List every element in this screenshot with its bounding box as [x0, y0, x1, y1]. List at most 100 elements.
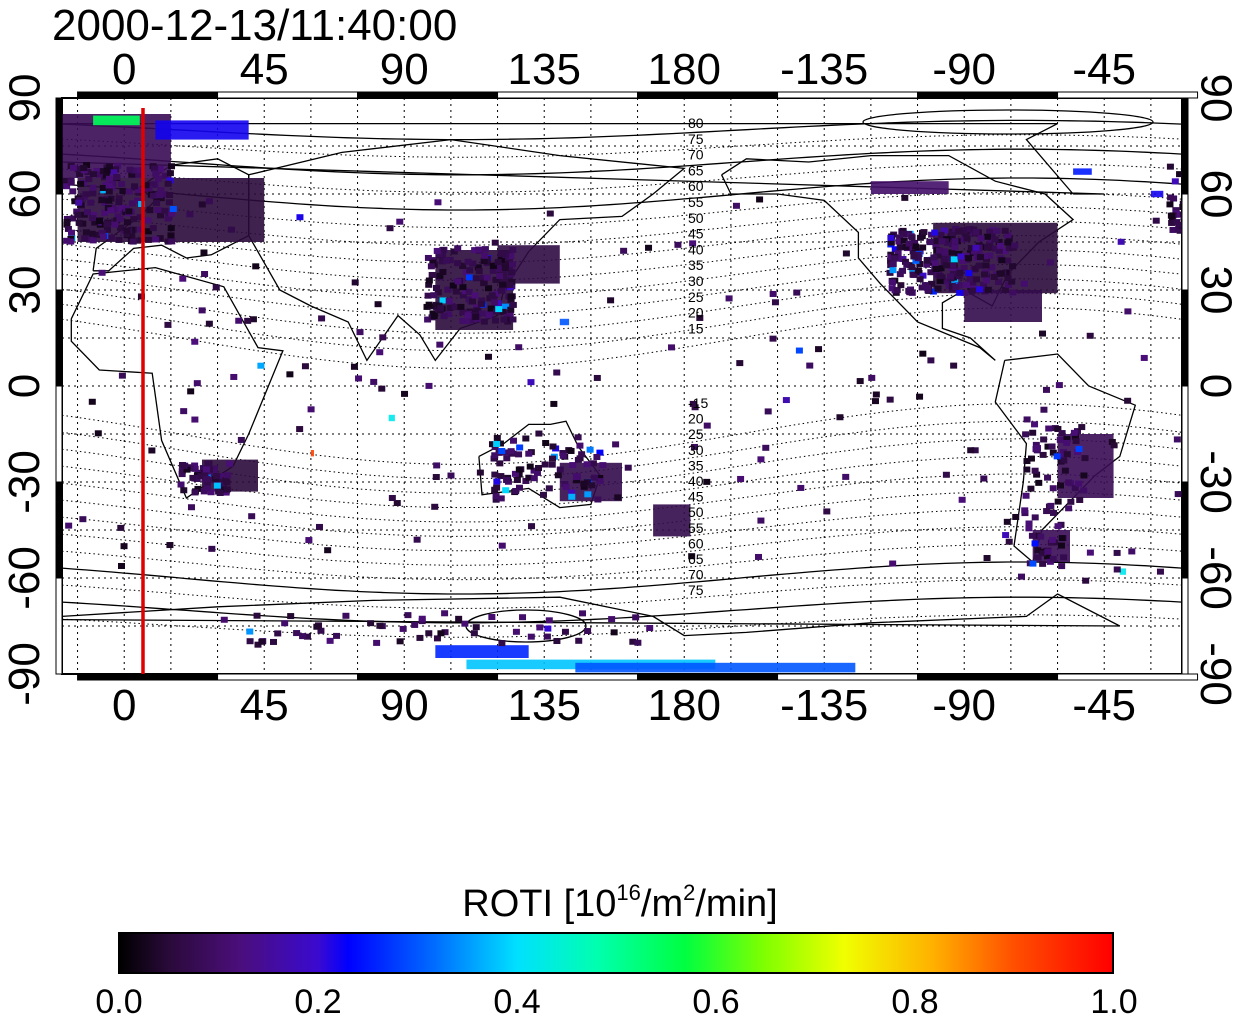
roti-cell	[527, 379, 535, 386]
roti-cell	[1049, 485, 1057, 492]
roti-cell	[868, 374, 876, 381]
roti-cell	[956, 289, 964, 296]
roti-cell	[472, 275, 480, 282]
roti-cell	[197, 473, 205, 480]
roti-cell	[526, 463, 534, 470]
roti-cell	[1078, 424, 1086, 431]
roti-cell	[548, 461, 556, 468]
roti-cell	[430, 313, 438, 320]
roti-cell	[425, 301, 433, 308]
roti-cell	[574, 434, 582, 441]
roti-cell	[494, 259, 502, 266]
roti-cell	[982, 277, 990, 284]
roti-cell	[367, 620, 375, 627]
roti-cell	[1033, 471, 1041, 478]
roti-cell	[991, 236, 999, 243]
roti-cell	[509, 316, 517, 323]
roti-cell	[757, 517, 765, 524]
right-axis-bar	[1181, 97, 1189, 195]
roti-cell	[515, 484, 523, 491]
roti-cell	[1031, 540, 1039, 547]
roti-cell	[187, 388, 195, 395]
roti-cell	[376, 622, 384, 629]
roti-cell	[99, 168, 107, 175]
roti-cell	[1168, 219, 1176, 226]
roti-cell	[900, 231, 908, 238]
roti-cell	[1086, 332, 1094, 339]
roti-cell	[95, 217, 103, 224]
roti-cell	[424, 292, 432, 299]
roti-cell	[79, 516, 87, 523]
roti-cell	[118, 562, 125, 569]
bottom-axis-bar	[357, 673, 499, 681]
roti-cell	[624, 464, 632, 471]
roti-cell	[513, 476, 521, 483]
roti-cell	[492, 276, 500, 283]
roti-cell	[896, 271, 904, 278]
contour-label: 25	[688, 426, 704, 442]
roti-cell	[1167, 194, 1175, 201]
roti-cell	[1061, 467, 1069, 474]
roti-cell	[559, 452, 567, 459]
roti-cell	[207, 489, 215, 496]
roti-cell	[1044, 553, 1052, 560]
roti-data-cells	[62, 114, 1189, 673]
roti-cell	[1008, 278, 1016, 285]
roti-cell	[588, 482, 596, 489]
roti-cell	[498, 640, 506, 647]
roti-cell	[591, 474, 599, 481]
left-axis-bar	[55, 385, 63, 483]
roti-cell	[105, 188, 113, 195]
roti-cell	[98, 229, 106, 236]
roti-cell	[1172, 207, 1180, 214]
bottom-axis-bar	[497, 673, 639, 681]
roti-cell	[1011, 242, 1019, 249]
roti-cell	[156, 212, 164, 219]
roti-cell	[795, 347, 803, 354]
roti-cell	[757, 456, 765, 463]
roti-cell	[1029, 560, 1037, 567]
roti-cell	[691, 404, 699, 411]
roti-cell	[980, 281, 988, 288]
roti-cell	[556, 466, 564, 473]
roti-cell	[1033, 445, 1041, 452]
roti-cell	[222, 489, 230, 496]
roti-cell	[1049, 555, 1057, 562]
roti-cell	[154, 206, 162, 213]
bottom-longitude-tick: -135	[780, 681, 869, 730]
bottom-axis-bar	[917, 673, 1059, 681]
roti-cell	[573, 477, 581, 484]
roti-cell	[156, 235, 164, 242]
roti-cell	[1039, 550, 1047, 557]
roti-cell	[942, 471, 950, 478]
roti-cell	[931, 229, 939, 236]
bottom-axis-bar	[77, 673, 219, 681]
contour-label: 55	[688, 520, 704, 536]
roti-cell	[110, 169, 118, 176]
roti-cell	[1004, 275, 1012, 282]
roti-cell	[88, 230, 96, 237]
roti-cell	[607, 297, 615, 304]
roti-cell	[896, 244, 904, 251]
roti-cell	[584, 628, 592, 635]
roti-cell	[923, 261, 931, 268]
roti-cell	[689, 240, 697, 247]
roti-cell	[535, 430, 543, 437]
roti-cell	[146, 207, 154, 214]
roti-cell	[356, 329, 364, 336]
roti-cell	[550, 400, 558, 407]
roti-cell	[955, 273, 963, 280]
roti-cell	[932, 265, 940, 272]
roti-cell	[1175, 221, 1183, 228]
roti-cell	[437, 630, 445, 637]
south-america-coastline	[994, 353, 1137, 564]
roti-cell	[164, 321, 172, 328]
magnetic-contour-line	[61, 119, 1183, 141]
roti-cell	[951, 238, 959, 245]
roti-cell	[943, 262, 951, 269]
roti-cell	[374, 301, 382, 308]
roti-cell	[253, 612, 261, 619]
roti-cell	[198, 307, 206, 314]
roti-cell	[936, 273, 944, 280]
colorbar-tick: 0.4	[493, 983, 541, 1021]
